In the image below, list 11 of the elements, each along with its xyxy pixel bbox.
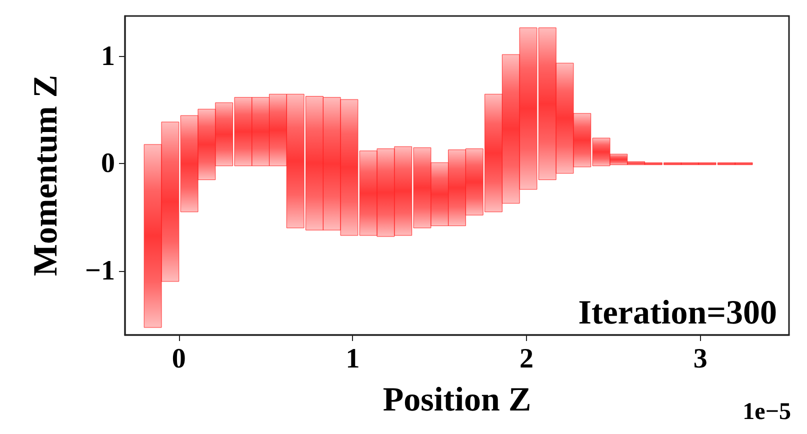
y-tick-label: 1 xyxy=(101,41,115,72)
x-axis-title: Position Z xyxy=(382,382,532,418)
text: 1e−5 xyxy=(742,399,791,425)
annotation: Iteration=300 xyxy=(578,294,778,332)
y-axis-title: Momentum Z xyxy=(28,74,64,276)
y-tick-label: 0 xyxy=(101,148,115,180)
y-tick-label: −1 xyxy=(85,255,115,286)
x-tick-label: 2 xyxy=(520,344,534,374)
x-tick-label: 0 xyxy=(172,344,186,374)
x-tick-label: 3 xyxy=(693,344,708,374)
x-tick-label: 1 xyxy=(346,344,360,374)
